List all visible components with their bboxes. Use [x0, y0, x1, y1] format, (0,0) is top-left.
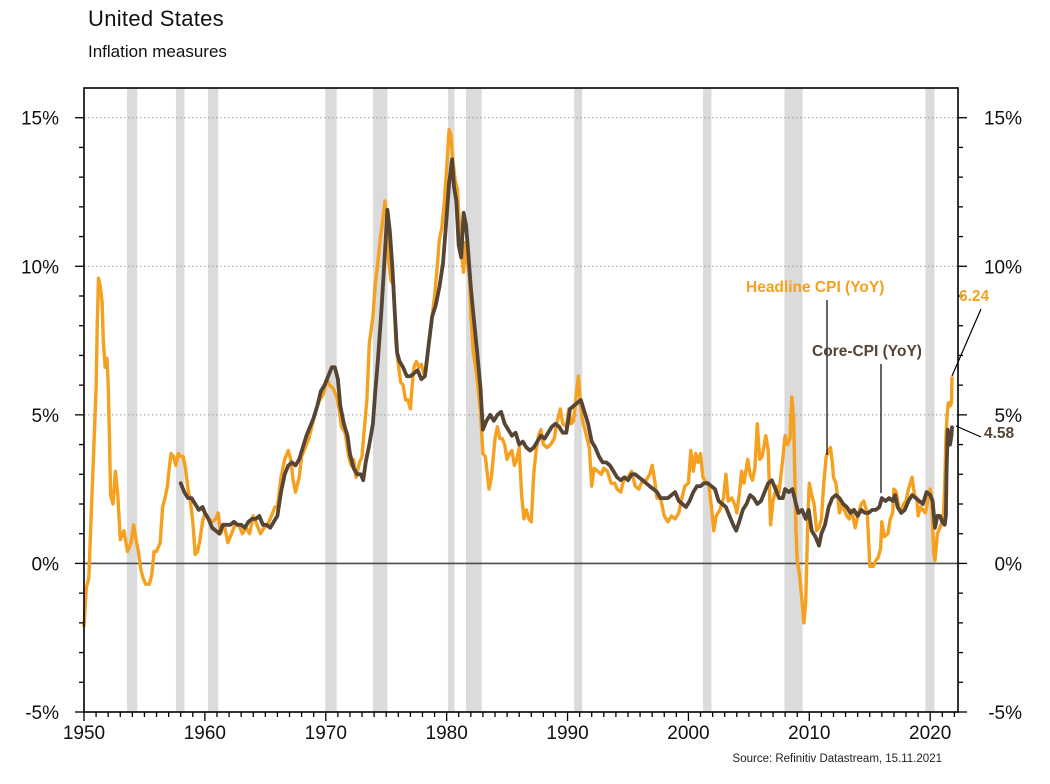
legend-core-cpi-label: Core-CPI (YoY)	[812, 343, 922, 360]
y-tick-label-left: 5%	[32, 406, 60, 427]
recession-band	[925, 88, 935, 712]
x-tick-label: 1990	[546, 723, 588, 744]
y-tick-label-right: 10%	[984, 257, 1022, 278]
core-cpi-last-value: 4.58	[984, 425, 1015, 442]
y-tick-label-left: 0%	[32, 554, 60, 575]
x-tick-label: 2010	[788, 723, 830, 744]
recession-band	[447, 88, 455, 712]
source-attribution: Source: Refinitiv Datastream, 15.11.2021	[732, 753, 942, 765]
plot-border	[83, 87, 959, 713]
x-tick-label: 1950	[63, 723, 105, 744]
y-tick-label-left: 10%	[21, 257, 59, 278]
core-endvalue-leader-line	[955, 425, 982, 438]
headline-endvalue-leader-line	[951, 308, 982, 377]
recession-band	[325, 88, 337, 712]
x-tick-label: 2000	[667, 723, 709, 744]
recession-band	[466, 88, 482, 712]
recession-band	[702, 88, 712, 712]
y-tick-label-left: -5%	[25, 703, 59, 724]
recession-band	[207, 88, 219, 712]
x-tick-label: 1970	[305, 723, 347, 744]
y-tick-label-right: 5%	[995, 406, 1023, 427]
x-tick-label: 1980	[426, 723, 468, 744]
y-tick-label-right: -5%	[988, 703, 1022, 724]
page-subtitle: Inflation measures	[88, 42, 227, 61]
recession-band	[175, 88, 185, 712]
headline-cpi-last-value: 6.24	[959, 288, 990, 305]
y-tick-label-right: 0%	[995, 554, 1023, 575]
x-tick-label: 2020	[909, 723, 951, 744]
y-tick-label-left: 15%	[21, 109, 59, 130]
x-tick-label: 1960	[184, 723, 226, 744]
legend-headline-cpi-label: Headline CPI (YoY)	[746, 279, 885, 296]
y-tick-label-right: 15%	[984, 109, 1022, 130]
series-headline-cpi	[82, 127, 954, 628]
page-title: United States	[88, 6, 224, 31]
recession-band	[126, 88, 138, 712]
series-core-cpi	[178, 157, 954, 548]
